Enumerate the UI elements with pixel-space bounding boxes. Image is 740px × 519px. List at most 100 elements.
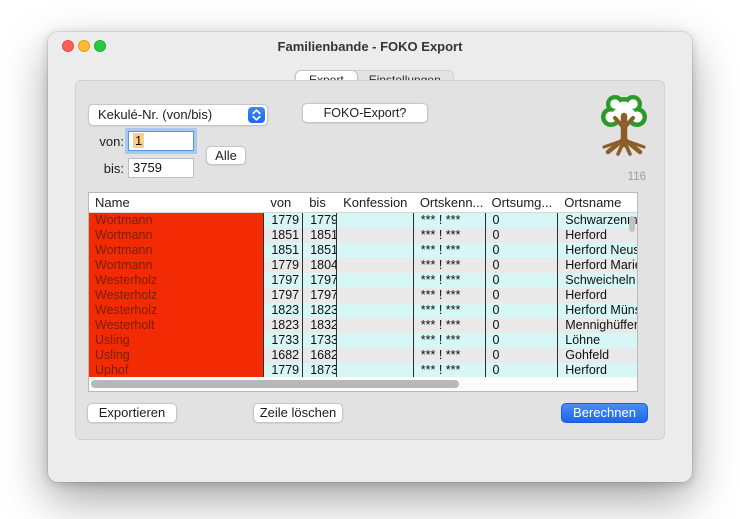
table-cell: 1682 — [263, 348, 303, 363]
von-input-value: 1 — [133, 133, 145, 148]
table-cell: 0 — [484, 363, 558, 378]
berechnen-button[interactable]: Berechnen — [561, 403, 648, 423]
table-cell: *** ! *** — [412, 333, 485, 348]
column-header[interactable]: Konfession — [343, 195, 408, 210]
table-cell — [336, 273, 413, 288]
table-cell — [336, 363, 413, 378]
table-cell: *** ! *** — [412, 348, 485, 363]
table-cell: Herford Neus — [557, 243, 637, 258]
table-cell: Herford — [557, 288, 637, 303]
vertical-scrollbar[interactable] — [629, 216, 635, 232]
table-cell: 1851 — [263, 243, 303, 258]
table-cell: *** ! *** — [412, 318, 485, 333]
table-cell: 1797 — [263, 273, 303, 288]
table-cell: *** ! *** — [412, 258, 485, 273]
table-row[interactable]: Westerholz 1797 1797 *** ! *** 0 Schweicheln — [89, 273, 637, 288]
column-header[interactable]: Ortsumg... — [491, 195, 553, 210]
table-row[interactable]: Westerholz 1797 1797 *** ! *** 0 Herford — [89, 288, 637, 303]
table-cell: Wortmann — [89, 228, 264, 243]
table-row[interactable]: Usling 1733 1733 *** ! *** 0 Löhne — [89, 333, 637, 348]
table-cell: *** ! *** — [412, 273, 485, 288]
table-cell: 1779 — [302, 213, 337, 228]
table-row[interactable]: Westerholt 1823 1832 *** ! *** 0 Mennighüffen — [89, 318, 637, 333]
table-cell: Uphof — [89, 363, 264, 378]
column-header[interactable]: Ortskenn... — [419, 195, 484, 210]
table-cell: *** ! *** — [412, 213, 485, 228]
alle-button[interactable]: Alle — [206, 146, 246, 165]
column-header[interactable]: bis — [309, 195, 326, 210]
app-window: Familienbande - FOKO Export Export Einst… — [48, 32, 692, 482]
table-cell — [336, 348, 413, 363]
column-header[interactable]: von — [270, 195, 292, 210]
table-row[interactable]: Westerholz 1823 1823 *** ! *** 0 Herford Müns — [89, 303, 637, 318]
table-cell: Westerholt — [89, 318, 264, 333]
table-row[interactable]: Uphof 1779 1873 *** ! *** 0 Herford — [89, 363, 637, 378]
table-row[interactable]: Wortmann 1779 1804 *** ! *** 0 Herford Marie — [89, 258, 637, 273]
minimize-button[interactable] — [78, 40, 90, 52]
foko-export-button[interactable]: FOKO-Export? — [302, 103, 428, 123]
table-cell — [336, 258, 413, 273]
table-cell: *** ! *** — [412, 243, 485, 258]
von-input[interactable]: 1 — [128, 131, 194, 151]
table-cell: 1823 — [263, 318, 303, 333]
table-cell: *** ! *** — [412, 228, 485, 243]
table-cell: 0 — [484, 303, 558, 318]
results-table[interactable]: Name von bis Konfession Ortskenn... Ortsumg..… — [88, 192, 638, 392]
table-cell: Westerholz — [89, 303, 264, 318]
table-cell: 0 — [484, 318, 558, 333]
table-body: Wortmann 1779 1779 *** ! *** 0 Schwarzenm. Wor… — [89, 213, 637, 378]
table-cell: 0 — [484, 258, 558, 273]
table-cell: Herford — [557, 228, 637, 243]
exportieren-button[interactable]: Exportieren — [87, 403, 177, 423]
table-cell: Wortmann — [89, 213, 264, 228]
table-cell: 1797 — [302, 273, 337, 288]
table-cell: Schwarzenm. — [557, 213, 637, 228]
table-cell: 1804 — [302, 258, 337, 273]
range-mode-label: Kekulé-Nr. (von/bis) — [98, 107, 213, 122]
table-cell: 0 — [484, 333, 558, 348]
bis-input[interactable]: 3759 — [128, 158, 194, 178]
table-cell: Usling — [89, 348, 264, 363]
table-row[interactable]: Wortmann 1779 1779 *** ! *** 0 Schwarzenm. — [89, 213, 637, 228]
table-cell: 1851 — [302, 243, 337, 258]
column-header[interactable]: Name — [95, 195, 130, 210]
updown-stepper-icon — [248, 107, 265, 123]
table-cell: 1832 — [302, 318, 337, 333]
table-row[interactable]: Wortmann 1851 1851 *** ! *** 0 Herford Neus — [89, 243, 637, 258]
table-cell: Mennighüffen — [557, 318, 637, 333]
table-cell: Wortmann — [89, 243, 264, 258]
title-bar[interactable]: Familienbande - FOKO Export — [48, 32, 692, 60]
horizontal-scrollbar[interactable] — [91, 380, 459, 388]
table-cell: Schweicheln — [557, 273, 637, 288]
table-cell: 1779 — [263, 258, 303, 273]
table-cell: 1779 — [263, 213, 303, 228]
close-button[interactable] — [62, 40, 74, 52]
bis-label: bis: — [103, 161, 124, 176]
table-cell: 1851 — [302, 228, 337, 243]
table-cell: Wortmann — [89, 258, 264, 273]
table-cell: Westerholz — [89, 288, 264, 303]
table-row[interactable]: Usling 1682 1682 *** ! *** 0 Gohfeld — [89, 348, 637, 363]
window-title: Familienbande - FOKO Export — [277, 39, 463, 54]
table-cell — [336, 288, 413, 303]
table-cell: 1797 — [263, 288, 303, 303]
table-cell: 1779 — [263, 363, 303, 378]
horizontal-scrollbar-track — [89, 377, 637, 391]
range-mode-dropdown[interactable]: Kekulé-Nr. (von/bis) — [88, 104, 268, 126]
zoom-button[interactable] — [94, 40, 106, 52]
table-cell: *** ! *** — [412, 303, 485, 318]
table-cell — [336, 318, 413, 333]
table-cell: Herford Müns — [557, 303, 637, 318]
table-cell — [336, 228, 413, 243]
table-cell: Herford Marie — [557, 258, 637, 273]
table-cell: 0 — [484, 348, 558, 363]
table-cell — [336, 303, 413, 318]
zeile-loeschen-button[interactable]: Zeile löschen — [253, 403, 343, 423]
table-cell: *** ! *** — [412, 288, 485, 303]
table-row[interactable]: Wortmann 1851 1851 *** ! *** 0 Herford — [89, 228, 637, 243]
table-cell — [336, 243, 413, 258]
tree-logo-icon — [594, 94, 654, 168]
column-header[interactable]: Ortsname — [564, 195, 622, 210]
table-cell: 1797 — [302, 288, 337, 303]
von-label: von: — [99, 134, 124, 149]
